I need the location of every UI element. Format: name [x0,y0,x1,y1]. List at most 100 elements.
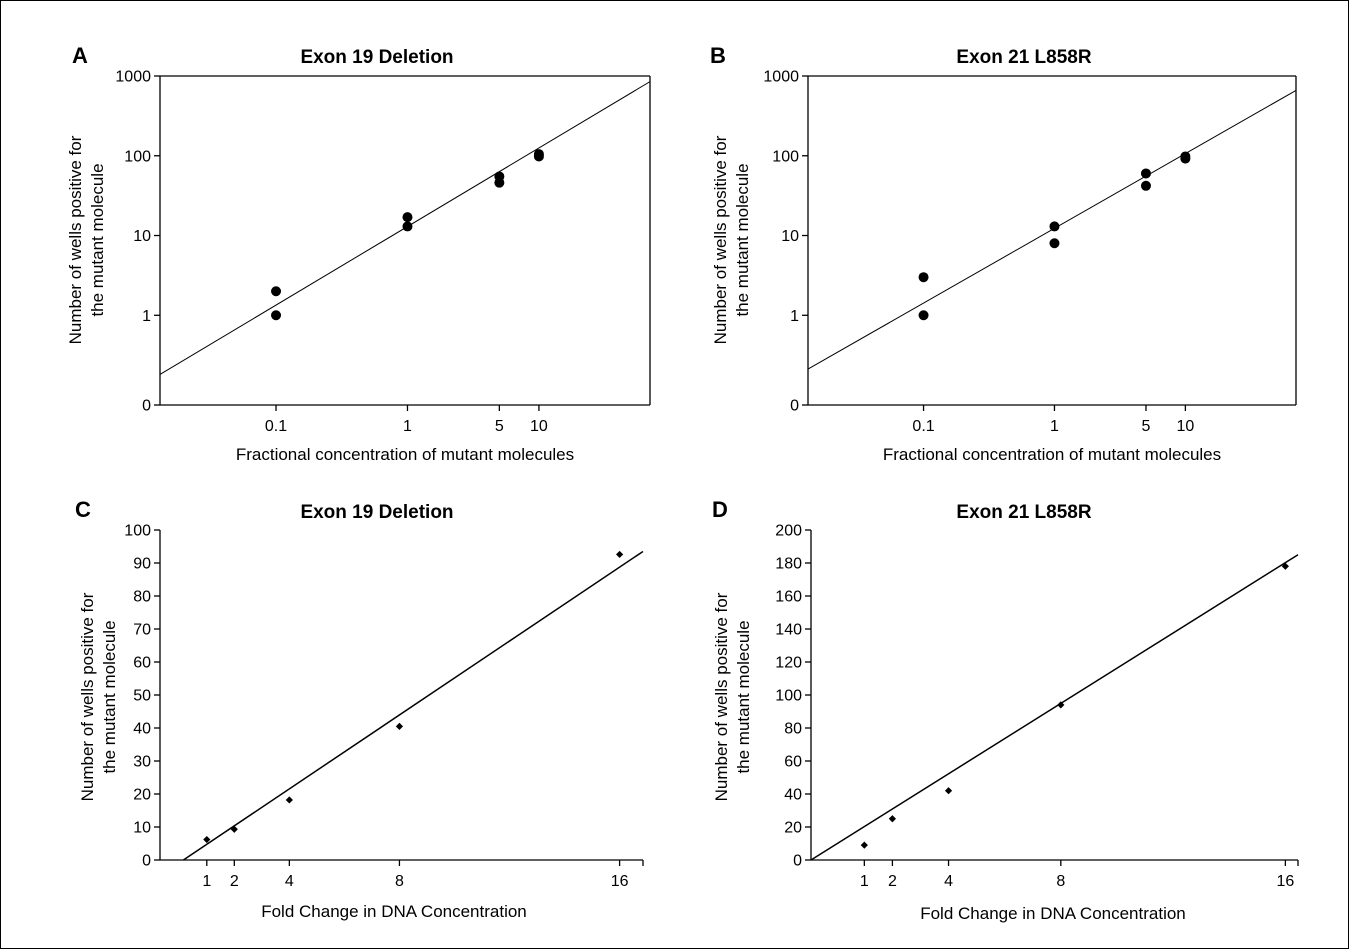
data-point [533,151,544,162]
x-axis-label: Fold Change in DNA Concentration [261,902,527,921]
data-point [918,310,929,321]
x-tick-label: 1 [860,873,869,890]
x-tick-label: 0.1 [912,418,934,435]
x-axis-label: Fold Change in DNA Concentration [920,904,1186,923]
data-point [395,722,404,730]
x-tick-label: 16 [1276,873,1294,890]
chart-title: Exon 19 Deletion [300,47,453,68]
y-tick-label: 0 [142,398,151,415]
panel-letter: C [75,497,91,522]
y-axis-label-line: Number of wells positive for [66,135,85,344]
y-tick-label: 60 [133,655,151,672]
y-axis-label-line: Number of wells positive for [712,592,731,801]
y-tick-label: 40 [784,787,802,804]
data-point [402,221,413,232]
y-tick-label: 100 [775,688,802,705]
x-tick-label: 2 [230,873,239,890]
y-tick-label: 1 [790,308,799,325]
y-tick-label: 10 [133,228,151,245]
x-axis-label: Fractional concentration of mutant molec… [883,445,1221,464]
y-tick-label: 100 [772,148,799,165]
y-axis-label-line: Number of wells positive for [711,135,730,344]
x-tick-label: 16 [611,873,629,890]
data-point [1180,153,1191,164]
y-axis-label-line: the mutant molecule [100,620,119,773]
x-tick-label: 1 [202,873,211,890]
chart-panel-a: A Exon 19 Deletion 0 1 10 100 1000 0.1 1 5 10 Fract… [66,43,651,464]
y-tick-label: 50 [133,688,151,705]
y-tick-label: 140 [775,622,802,639]
y-tick-label: 1000 [115,69,151,86]
data-point [860,841,868,849]
y-tick-label: 1 [142,308,151,325]
data-point [285,796,293,804]
y-tick-label: 20 [133,787,151,804]
y-tick-label: 0 [793,853,802,870]
x-tick-label: 4 [944,873,953,890]
y-tick-label: 100 [124,148,151,165]
x-tick-label: 8 [1056,873,1065,890]
data-point [944,787,953,795]
y-tick-label: 80 [784,721,802,738]
y-tick-label: 30 [133,754,151,771]
x-tick-label: 10 [530,418,548,435]
data-point [203,835,211,844]
x-tick-label: 5 [495,418,504,435]
panel-letter: D [712,497,728,522]
chart-panel-c: C Exon 19 Deletion 0 10 20 30 40 50 60 70 80 90 100 1… [75,497,644,921]
y-tick-label: 0 [142,853,151,870]
x-tick-label: 2 [888,873,897,890]
chart-title: Exon 21 L858R [956,502,1091,523]
x-tick-label: 0.1 [265,418,287,435]
x-tick-label: 10 [1176,418,1194,435]
y-tick-label: 90 [133,556,151,573]
y-axis-label-line: the mutant molecule [88,163,107,316]
y-tick-label: 80 [133,589,151,606]
data-point [616,550,624,559]
y-tick-label: 160 [775,589,802,606]
y-tick-label: 70 [133,622,151,639]
data-point [1140,168,1151,179]
x-tick-label: 8 [395,873,404,890]
chart-panel-d: D Exon 21 L858R 0 20 40 60 80 100 120 140 160 180 20… [712,497,1299,923]
chart-title: Exon 19 Deletion [300,502,453,523]
data-point [494,177,505,188]
data-point [1281,562,1289,570]
x-tick-label: 4 [285,873,294,890]
x-tick-label: 1 [1050,418,1059,435]
y-tick-label: 120 [775,655,802,672]
y-tick-label: 180 [775,556,802,573]
y-tick-label: 10 [133,820,151,837]
y-axis-label-line: Number of wells positive for [78,592,97,801]
y-tick-label: 40 [133,721,151,738]
y-tick-label: 10 [781,228,799,245]
y-tick-label: 100 [124,523,151,540]
x-axis-label: Fractional concentration of mutant molec… [236,445,574,464]
data-point [402,212,413,223]
chart-title: Exon 21 L858R [956,47,1091,68]
data-point [271,310,282,321]
chart-panel-b: B Exon 21 L858R 0 1 10 100 1000 0.1 1 5 10 Fraction… [710,43,1297,464]
y-tick-label: 200 [775,523,802,540]
data-point [1057,701,1065,709]
data-point [1049,221,1060,232]
y-axis-label-line: the mutant molecule [733,163,752,316]
panel-letter: B [710,43,726,68]
y-tick-label: 1000 [763,69,799,86]
data-point [271,286,282,297]
data-point [1140,180,1151,191]
y-axis-label-line: the mutant molecule [734,620,753,773]
y-tick-label: 60 [784,754,802,771]
data-point [1049,238,1060,249]
y-tick-label: 20 [784,820,802,837]
data-point [230,825,238,833]
data-point [888,815,897,823]
regression-line [810,554,1299,861]
regression-line [182,550,644,861]
panel-letter: A [72,43,88,68]
y-tick-label: 0 [790,398,799,415]
x-tick-label: 1 [403,418,412,435]
